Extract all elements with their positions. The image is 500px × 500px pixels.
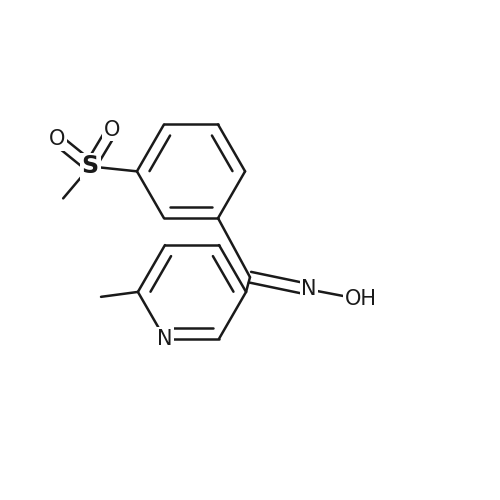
Text: O: O: [104, 120, 120, 140]
Text: N: N: [302, 280, 317, 299]
Text: N: N: [157, 329, 172, 349]
Text: OH: OH: [344, 290, 376, 310]
Text: O: O: [48, 130, 65, 150]
Text: S: S: [82, 154, 99, 178]
